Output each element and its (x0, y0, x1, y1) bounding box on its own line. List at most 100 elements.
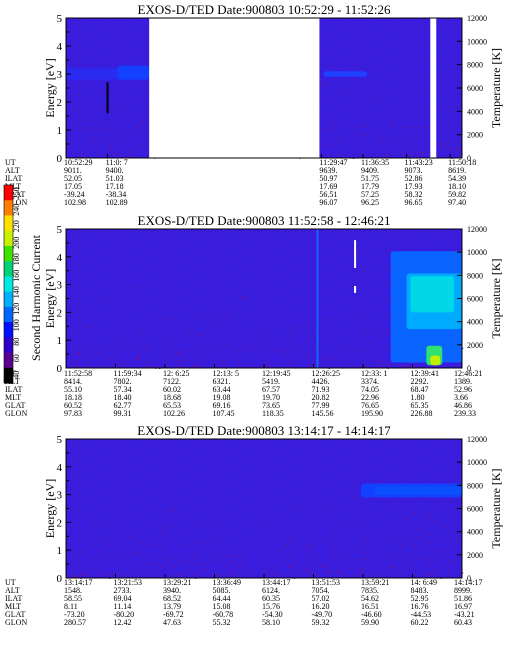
panel-2-y2tick-label: 8000 (467, 271, 483, 280)
panel-3-speck (289, 566, 291, 568)
panel-3-speck (427, 513, 429, 515)
panel-3-speck (311, 571, 314, 573)
panel-1-speck (338, 138, 340, 140)
panel-2-speck (406, 366, 408, 368)
panel-3-speck (421, 537, 424, 539)
panel-3-eph-value: 13:51:53 (312, 578, 340, 587)
panel-1-eph-value: 9011. (64, 166, 82, 175)
panel-1-speck (459, 143, 461, 145)
panel-2-speck (310, 363, 313, 365)
panel-1-y2tick-label: 10000 (467, 37, 487, 46)
panel-3-speck (413, 546, 415, 548)
panel-1-speck (415, 135, 418, 137)
panel-2-eph-value: 60.52 (64, 401, 82, 410)
panel-3-speck (335, 531, 338, 533)
panel-1-speck (427, 126, 429, 128)
panel-2-speck (315, 329, 317, 331)
panel-1-speck (90, 128, 93, 130)
panel-2-speck (88, 327, 90, 328)
panel-2-eph-value: 6321. (213, 377, 231, 386)
panel-3-speck (232, 556, 234, 558)
panel-1-speck (390, 125, 393, 127)
panel-2-speck (177, 364, 179, 366)
panel-3-speck (325, 537, 327, 539)
panel-3-eph-value: 8999. (454, 586, 472, 595)
panel-2-speck (323, 323, 325, 325)
panel-3-speck (287, 564, 290, 566)
panel-3-speck (86, 573, 89, 575)
panel-3-speck (193, 575, 195, 577)
panel-2-speck (183, 358, 186, 360)
panel-1-speck (438, 153, 440, 155)
panel-3-speck (341, 573, 343, 575)
panel-2-ytick-label: 2 (57, 307, 63, 319)
panel-1-speck (68, 142, 71, 144)
colorbar-label: Second Harmonic Current (29, 234, 43, 361)
panel-3-speck (351, 521, 354, 523)
panel-3-speck (254, 550, 256, 551)
panel-2-speck (378, 347, 381, 349)
panel-3-speck (334, 539, 337, 541)
panel-3-speck (264, 570, 266, 572)
panel-2-eph-value: 118.35 (262, 409, 284, 418)
panel-1-speck (134, 155, 136, 157)
panel-1-speck (379, 153, 381, 155)
panel-3-speck (443, 527, 446, 529)
panel-1-speck (409, 151, 411, 153)
colorbar-tick-label: 140 (12, 286, 21, 298)
panel-3-speck (366, 547, 368, 549)
colorbar-tick-label: 250 (12, 187, 21, 199)
panel-3-speck (453, 563, 456, 565)
panel-3-speck (305, 546, 308, 547)
panel-3-speck (401, 554, 404, 556)
panel-1-speck (382, 136, 384, 138)
panel-1-speck (136, 126, 138, 128)
panel-3-speck (79, 551, 82, 553)
panel-2-eph-value: 57.34 (114, 385, 132, 394)
panel-3-speck (400, 571, 402, 573)
panel-3-speck (343, 522, 345, 524)
panel-3-ytick-label: 4 (57, 462, 63, 474)
panel-3-speck (330, 571, 333, 573)
colorbar-tick-label: 220 (12, 220, 21, 232)
colorbar-tick-label: 80 (12, 338, 21, 346)
panel-3-speck (285, 521, 288, 523)
panel-3-speck (147, 562, 149, 564)
panel-3-eph-value: 52.95 (411, 594, 429, 603)
panel-3-speck (313, 573, 315, 575)
panel-3-eph-value: 5085. (213, 586, 231, 595)
panel-1-speck (425, 126, 427, 128)
panel-1-speck (401, 152, 403, 154)
panel-1-speck (390, 121, 392, 123)
panel-2-speck (285, 352, 288, 354)
panel-1-speck (375, 155, 377, 157)
panel-1-speck (328, 128, 331, 130)
panel-3-speck (328, 571, 331, 573)
panel-3-speck (448, 571, 451, 573)
panel-1-speck (343, 149, 346, 151)
panel-1-eph-row-label: UT (5, 158, 16, 167)
colorbar-segment (4, 261, 13, 277)
panel-3-speck (455, 541, 458, 543)
panel-2-speck (89, 365, 91, 367)
panel-2-spike-7 (354, 285, 357, 293)
panel-2-eph-row-label: ILAT (5, 385, 22, 394)
panel-3-speck (365, 512, 367, 514)
panel-1-speck (105, 156, 108, 158)
panel-1-speck (383, 140, 385, 142)
panel-3-speck (131, 551, 134, 553)
panel-2-speck (205, 355, 207, 357)
panel-1-speck (140, 123, 142, 125)
panel-2-speck (377, 360, 379, 362)
panel-2-y2tick-label: 2000 (467, 341, 483, 350)
panel-3-speck (173, 566, 175, 568)
panel-1-eph-value: -39.24 (64, 190, 85, 199)
panel-3-y2tick-label: 6000 (467, 505, 483, 514)
panel-3-eph-value: 280.57 (64, 618, 86, 627)
panel-3-speck (400, 545, 403, 547)
panel-2-eph-value: 18.68 (163, 393, 181, 402)
panel-1-eph-value: 17.69 (319, 182, 337, 191)
panel-1-speck (98, 154, 100, 156)
panel-2-speck (324, 355, 327, 357)
panel-1-speck (384, 154, 386, 156)
